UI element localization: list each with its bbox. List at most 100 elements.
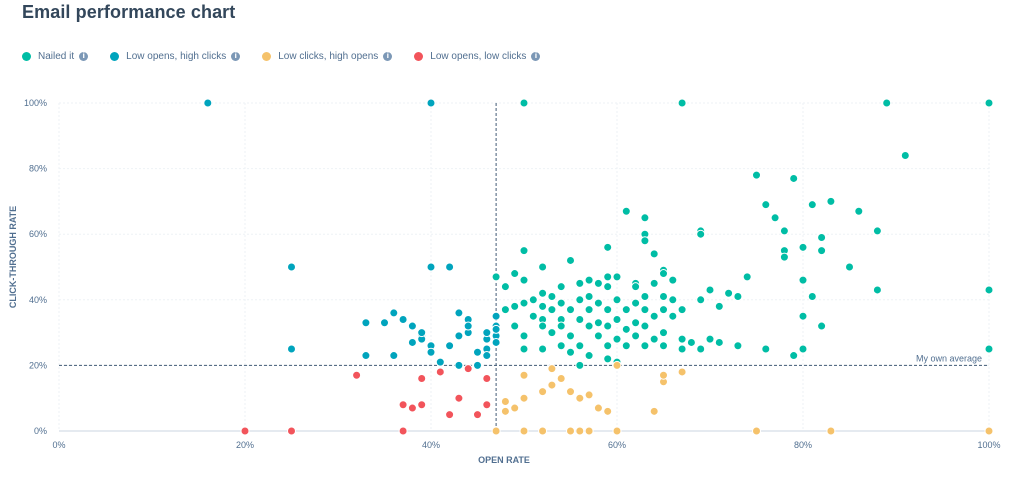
data-point <box>659 269 668 279</box>
data-point <box>872 285 882 295</box>
data-point <box>714 337 724 347</box>
x-tick-label: 0% <box>52 440 65 450</box>
data-point <box>566 347 575 357</box>
data-point <box>454 308 464 318</box>
data-point <box>603 341 613 351</box>
legend-item-low-clicks-high-opens[interactable]: Low clicks, high opens i <box>262 51 393 62</box>
data-point <box>528 295 538 305</box>
data-point <box>668 275 678 285</box>
data-point <box>510 403 520 413</box>
data-point <box>789 173 799 183</box>
data-point <box>491 426 501 436</box>
data-point <box>584 292 594 302</box>
data-point <box>659 328 668 338</box>
data-point <box>519 370 529 380</box>
data-point <box>603 406 613 416</box>
legend-dot <box>110 52 120 61</box>
data-point <box>556 298 566 308</box>
data-point <box>575 360 585 370</box>
data-point <box>566 305 575 315</box>
data-point <box>584 305 594 315</box>
data-point <box>752 170 761 180</box>
data-point <box>491 324 501 334</box>
data-point <box>407 321 417 331</box>
data-point <box>705 334 715 344</box>
data-point <box>538 321 548 331</box>
data-point <box>361 318 371 328</box>
data-point <box>668 311 678 321</box>
data-point <box>612 426 622 436</box>
data-point <box>538 387 548 397</box>
data-point <box>538 288 548 298</box>
info-icon[interactable]: i <box>231 52 241 61</box>
data-point <box>519 426 529 436</box>
data-point <box>510 301 520 311</box>
y-tick-label: 100% <box>24 98 47 108</box>
data-point <box>677 344 687 354</box>
data-point <box>482 400 492 410</box>
data-point <box>389 308 399 318</box>
data-point <box>714 301 724 311</box>
data-point <box>631 318 641 328</box>
data-point <box>659 292 668 302</box>
data-point <box>900 150 910 160</box>
data-point <box>380 318 389 328</box>
data-point <box>798 344 808 354</box>
data-point <box>705 285 715 295</box>
legend-item-low-opens-high-clicks[interactable]: Low opens, high clicks i <box>110 51 241 62</box>
data-point <box>500 282 510 292</box>
data-point <box>426 347 436 357</box>
data-point <box>538 426 548 436</box>
data-point <box>593 278 603 288</box>
info-icon[interactable]: i <box>383 52 393 61</box>
data-point <box>649 249 659 259</box>
data-point <box>575 341 585 351</box>
data-point <box>612 334 622 344</box>
data-point <box>417 374 427 384</box>
data-point <box>826 426 836 436</box>
data-point <box>817 321 827 331</box>
data-point <box>538 301 548 311</box>
data-point <box>240 426 250 436</box>
legend-label: Low opens, high clicks <box>126 51 227 62</box>
data-point <box>640 341 650 351</box>
data-point <box>826 196 836 206</box>
data-point <box>798 242 808 252</box>
data-point <box>519 275 529 285</box>
data-point <box>473 360 482 370</box>
data-point <box>696 344 706 354</box>
data-point <box>659 341 668 351</box>
data-point <box>677 334 687 344</box>
data-point <box>696 229 706 239</box>
data-point <box>603 305 613 315</box>
data-point <box>352 370 362 380</box>
info-icon[interactable]: i <box>79 52 89 61</box>
data-point <box>817 232 827 242</box>
x-tick-label: 20% <box>236 440 254 450</box>
data-point <box>417 400 427 410</box>
data-point <box>575 295 585 305</box>
data-point <box>640 321 650 331</box>
data-point <box>500 406 510 416</box>
data-point <box>389 351 399 361</box>
data-point <box>696 295 706 305</box>
data-point <box>398 426 408 436</box>
info-icon[interactable]: i <box>531 52 541 61</box>
chart-legend: Nailed it i Low opens, high clicks i Low… <box>22 51 562 62</box>
data-point <box>733 292 743 302</box>
data-point <box>724 288 734 298</box>
data-point <box>640 292 650 302</box>
data-point <box>640 236 650 246</box>
data-point <box>538 344 548 354</box>
data-point <box>473 410 482 420</box>
legend-item-low-opens-low-clicks[interactable]: Low opens, low clicks i <box>414 51 541 62</box>
legend-item-nailed-it[interactable]: Nailed it i <box>22 51 89 62</box>
data-point <box>584 426 594 436</box>
data-point <box>584 351 594 361</box>
data-point <box>603 242 613 252</box>
data-point <box>668 295 678 305</box>
data-point <box>575 393 585 403</box>
data-point <box>584 275 594 285</box>
data-point <box>491 337 501 347</box>
data-point <box>789 351 799 361</box>
